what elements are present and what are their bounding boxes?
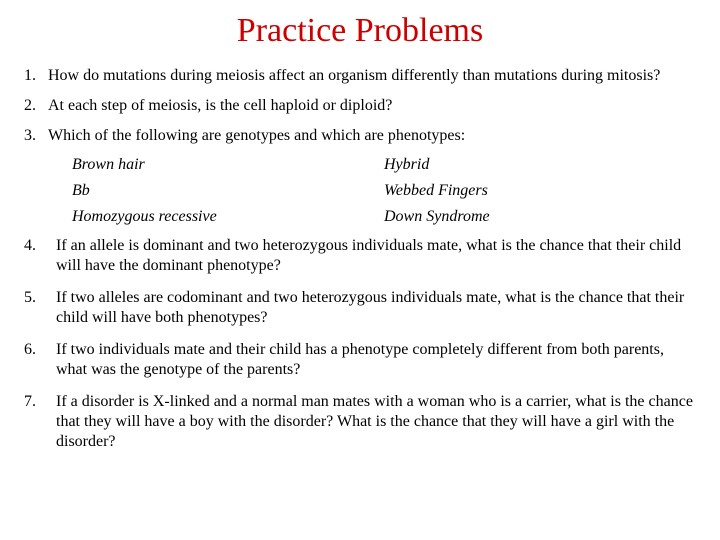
question-item: 1. How do mutations during meiosis affec… [24, 66, 696, 86]
question-number: 1. [24, 66, 48, 86]
question-number: 3. [24, 126, 48, 146]
example-item: Brown hair [72, 156, 384, 174]
question-number: 7. [24, 392, 56, 452]
question-number: 2. [24, 96, 48, 116]
question-text: If two individuals mate and their child … [56, 340, 696, 380]
question-text: If a disorder is X-linked and a normal m… [56, 392, 696, 452]
example-item: Webbed Fingers [384, 182, 696, 200]
question-text: How do mutations during meiosis affect a… [48, 66, 696, 86]
question-item: 6. If two individuals mate and their chi… [24, 340, 696, 380]
question-text: At each step of meiosis, is the cell hap… [48, 96, 696, 116]
question-number: 6. [24, 340, 56, 380]
page-title: Practice Problems [24, 12, 696, 50]
question-number: 4. [24, 236, 56, 276]
question-text: If two alleles are codominant and two he… [56, 288, 696, 328]
example-item: Down Syndrome [384, 208, 696, 226]
question-list: 1. How do mutations during meiosis affec… [24, 66, 696, 452]
example-item: Hybrid [384, 156, 696, 174]
question-text: If an allele is dominant and two heteroz… [56, 236, 696, 276]
question-number: 5. [24, 288, 56, 328]
question-item: 3. Which of the following are genotypes … [24, 126, 696, 146]
example-item: Bb [72, 182, 384, 200]
question-item: 4. If an allele is dominant and two hete… [24, 236, 696, 276]
question-text: Which of the following are genotypes and… [48, 126, 696, 146]
question-item: 7. If a disorder is X-linked and a norma… [24, 392, 696, 452]
example-grid: Brown hair Hybrid Bb Webbed Fingers Homo… [72, 156, 696, 226]
question-item: 5. If two alleles are codominant and two… [24, 288, 696, 328]
question-item: 2. At each step of meiosis, is the cell … [24, 96, 696, 116]
example-item: Homozygous recessive [72, 208, 384, 226]
